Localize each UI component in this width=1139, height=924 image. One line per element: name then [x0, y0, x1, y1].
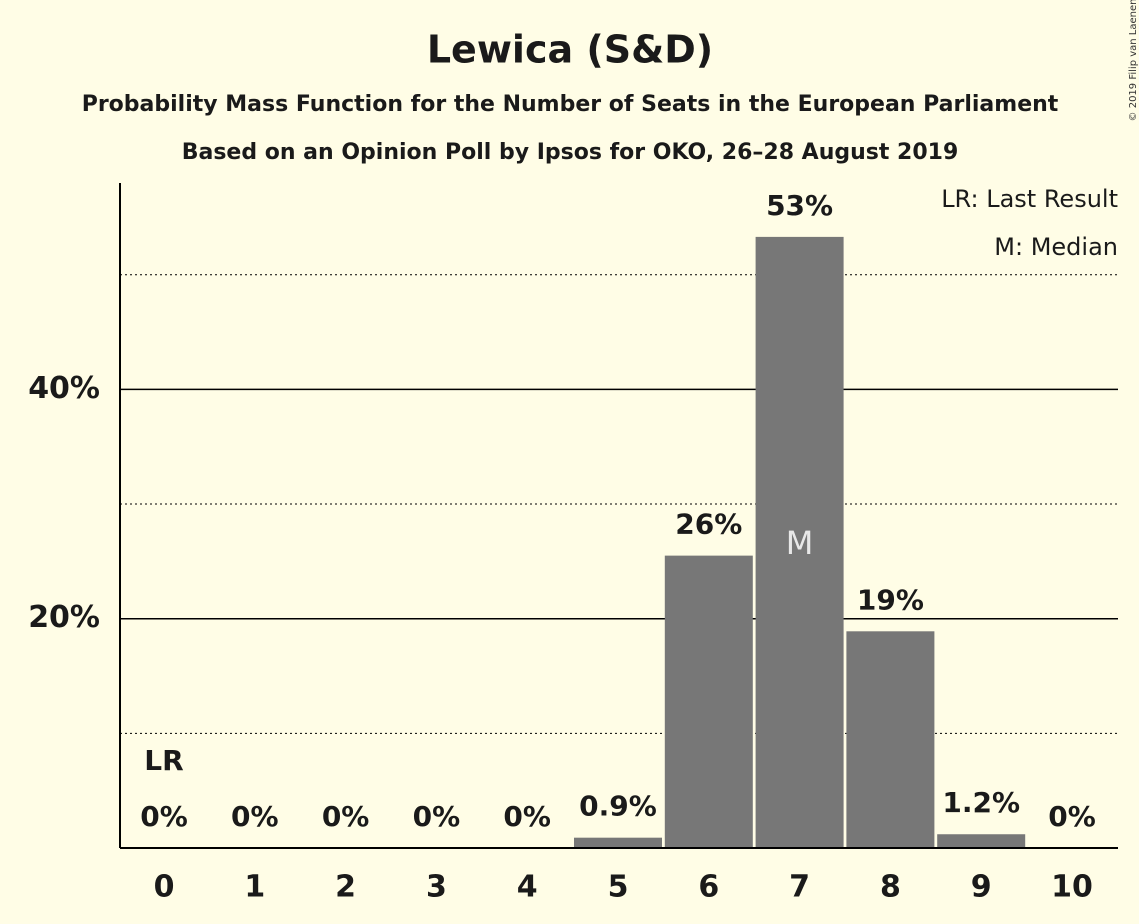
x-tick-label: 2 — [335, 870, 356, 905]
x-tick-label: 1 — [244, 870, 265, 905]
annotation: LR — [144, 744, 183, 777]
x-tick-label: 6 — [698, 870, 719, 905]
x-tick-label: 7 — [789, 870, 810, 905]
value-label: 26% — [675, 508, 742, 541]
y-tick-label: 40% — [28, 371, 100, 406]
value-label: 0% — [503, 800, 551, 833]
value-label: 0% — [140, 800, 188, 833]
bar — [574, 837, 662, 848]
value-label: 1.2% — [942, 786, 1020, 819]
x-tick-label: 5 — [608, 870, 629, 905]
value-label: 53% — [766, 189, 833, 222]
annotation: M — [786, 524, 814, 562]
x-tick-label: 0 — [154, 870, 175, 905]
value-label: 0% — [413, 800, 461, 833]
x-tick-label: 3 — [426, 870, 447, 905]
x-tick-label: 9 — [971, 870, 992, 905]
chart-title: Lewica (S&D) — [427, 28, 713, 72]
bar — [846, 631, 935, 848]
y-tick-label: 20% — [28, 600, 100, 635]
legend-entry: LR: Last Result — [941, 185, 1118, 213]
legend-entry: M: Median — [994, 233, 1118, 261]
x-tick-label: 8 — [880, 870, 901, 905]
copyright: © 2019 Filip van Laenen — [1128, 0, 1139, 121]
bar — [937, 834, 1026, 848]
x-tick-label: 4 — [517, 870, 538, 905]
bar — [755, 236, 844, 848]
x-tick-label: 10 — [1051, 870, 1093, 905]
chart-subtitle-2: Based on an Opinion Poll by Ipsos for OK… — [182, 140, 959, 165]
value-label: 0.9% — [579, 790, 657, 823]
value-label: 0% — [1048, 800, 1096, 833]
bar — [664, 555, 753, 848]
value-label: 0% — [231, 800, 279, 833]
chart-subtitle: Probability Mass Function for the Number… — [82, 92, 1059, 117]
value-label: 0% — [322, 800, 370, 833]
value-label: 19% — [857, 583, 924, 616]
